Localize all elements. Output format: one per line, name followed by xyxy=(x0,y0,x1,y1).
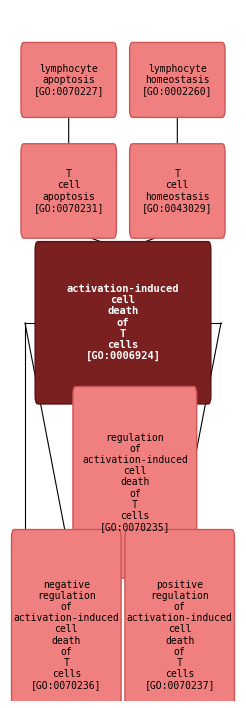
Text: T
cell
homeostasis
[GO:0043029]: T cell homeostasis [GO:0043029] xyxy=(142,169,213,212)
Text: T
cell
apoptosis
[GO:0070231]: T cell apoptosis [GO:0070231] xyxy=(33,169,104,212)
FancyBboxPatch shape xyxy=(21,144,116,238)
FancyBboxPatch shape xyxy=(35,241,211,404)
Text: activation-induced
cell
death
of
T
cells
[GO:0006924]: activation-induced cell death of T cells… xyxy=(67,284,179,362)
FancyBboxPatch shape xyxy=(130,42,225,118)
Text: positive
regulation
of
activation-induced
cell
death
of
T
cells
[GO:0070237]: positive regulation of activation-induce… xyxy=(127,580,232,690)
Text: lymphocyte
apoptosis
[GO:0070227]: lymphocyte apoptosis [GO:0070227] xyxy=(33,64,104,96)
FancyBboxPatch shape xyxy=(12,530,121,708)
FancyBboxPatch shape xyxy=(73,387,197,578)
Text: negative
regulation
of
activation-induced
cell
death
of
T
cells
[GO:0070236]: negative regulation of activation-induce… xyxy=(14,580,119,690)
Text: regulation
of
activation-induced
cell
death
of
T
cells
[GO:0070235]: regulation of activation-induced cell de… xyxy=(82,433,188,532)
FancyBboxPatch shape xyxy=(125,530,234,708)
FancyBboxPatch shape xyxy=(130,144,225,238)
Text: lymphocyte
homeostasis
[GO:0002260]: lymphocyte homeostasis [GO:0002260] xyxy=(142,64,213,96)
FancyBboxPatch shape xyxy=(21,42,116,118)
